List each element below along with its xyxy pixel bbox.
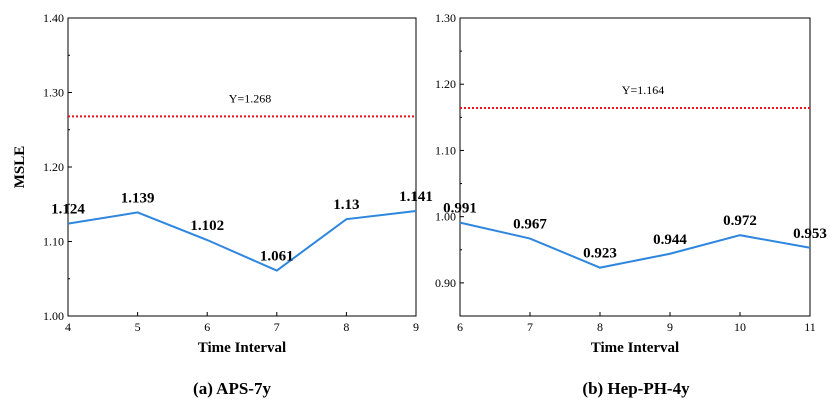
chart-caption: (b) Hep-PH-4y	[582, 379, 690, 398]
reference-line-label: Y=1.268	[229, 91, 271, 105]
y-axis-title: MSLE	[12, 146, 28, 189]
data-label: 0.953	[793, 226, 827, 242]
x-tick-label: 4	[65, 320, 71, 334]
data-label: 1.13	[333, 197, 359, 213]
data-label: 0.972	[723, 213, 757, 229]
x-tick-label: 9	[413, 320, 419, 334]
y-tick-label: 1.10	[43, 235, 64, 249]
series-line	[67, 209, 417, 272]
x-axis-title: Time Interval	[591, 340, 679, 356]
plot-frame	[459, 17, 811, 317]
data-label: 0.923	[583, 246, 617, 262]
y-tick-label: 0.90	[435, 276, 456, 290]
chart-caption: (a) APS-7y	[193, 379, 271, 398]
x-tick-label: 7	[274, 320, 280, 334]
y-tick-label: 1.30	[43, 86, 64, 100]
data-label: 1.139	[121, 190, 155, 206]
x-tick-label: 7	[527, 320, 533, 334]
plot-frame	[67, 17, 417, 317]
x-axis-title: Time Interval	[198, 340, 286, 356]
x-tick-label: 10	[734, 320, 746, 334]
y-tick-label: 1.10	[435, 143, 456, 157]
y-tick-label: 1.30	[435, 11, 456, 25]
x-tick-label: 5	[135, 320, 141, 334]
x-tick-label: 6	[204, 320, 210, 334]
y-tick-label: 1.20	[43, 160, 64, 174]
y-tick-label: 1.00	[43, 309, 64, 323]
series-line	[459, 221, 811, 269]
x-tick-label: 8	[597, 320, 603, 334]
data-label: 0.944	[653, 232, 687, 248]
x-tick-label: 11	[804, 320, 816, 334]
y-tick-label: 1.00	[435, 210, 456, 224]
data-label: 1.061	[260, 249, 294, 265]
data-label: 0.991	[443, 201, 477, 217]
chart-aps-7y: 1.00 1.10 1.20 1.30 1.40 4 5 6 7 8 9 Time Interval M…	[12, 11, 433, 398]
x-tick-label: 6	[457, 320, 463, 334]
data-label: 1.124	[51, 202, 85, 218]
reference-line-label: Y=1.164	[622, 83, 664, 97]
x-tick-label: 8	[343, 320, 349, 334]
data-label: 0.967	[513, 217, 547, 233]
y-tick-label: 1.20	[435, 77, 456, 91]
data-label: 1.141	[399, 189, 433, 205]
chart-hep-ph-4y: 0.90 1.00 1.10 1.20 1.30 6 7 8 9 10 11 Time Interva…	[435, 11, 827, 398]
y-tick-label: 1.40	[43, 11, 64, 25]
data-label: 1.102	[190, 218, 224, 234]
x-tick-label: 9	[667, 320, 673, 334]
